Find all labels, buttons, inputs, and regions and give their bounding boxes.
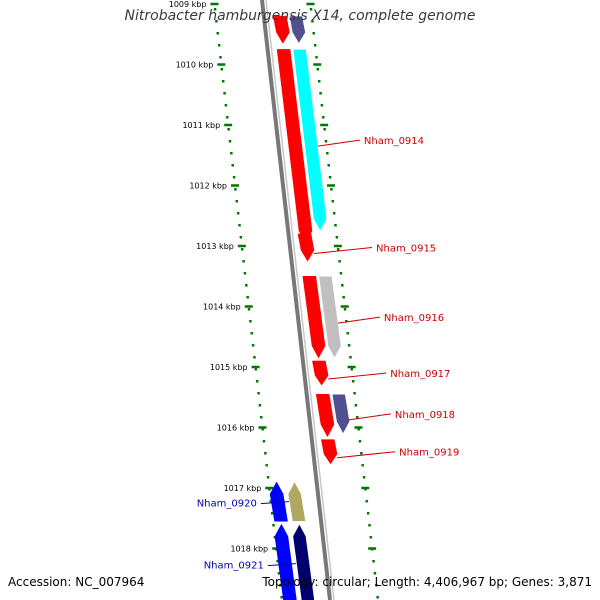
gene-arrow[interactable] <box>302 276 326 359</box>
tick-label: 1009 kbp <box>169 0 207 9</box>
gene-label[interactable]: Nham_0921 <box>204 561 264 572</box>
cds-feature[interactable] <box>287 481 306 522</box>
gene-arrow[interactable] <box>321 439 338 465</box>
cds-feature[interactable] <box>331 393 350 435</box>
genome-summary-label: Topology: circular; Length: 4,406,967 bp… <box>262 575 592 589</box>
gene-arrow[interactable] <box>274 523 297 600</box>
gene-layer <box>269 15 350 600</box>
gene-label[interactable]: Nham_0914 <box>364 136 424 147</box>
gene-label[interactable]: Nham_0915 <box>376 244 436 255</box>
cds-feature[interactable] <box>292 523 315 600</box>
tick-label: 1014 kbp <box>203 303 241 312</box>
gene-label-connector <box>260 501 289 505</box>
gene-label[interactable]: Nham_0919 <box>399 448 459 459</box>
tick-layer: 1009 kbp 1010 kbp 1011 kbp 1012 kbp 1013 kbp… <box>169 0 380 599</box>
gene-label-connector <box>337 316 380 324</box>
gene-label[interactable]: Nham_0920 <box>197 499 257 510</box>
tick-label: 1011 kbp <box>182 121 220 130</box>
cds-feature[interactable] <box>318 276 342 359</box>
gene-arrow[interactable] <box>315 393 335 438</box>
gene-arrow[interactable] <box>269 481 288 522</box>
gene-arrow[interactable] <box>273 15 290 44</box>
gene-label[interactable]: Nham_0917 <box>390 369 450 380</box>
tick-label: 1010 kbp <box>176 61 214 70</box>
tick-label: 1018 kbp <box>230 545 268 554</box>
backbone-line <box>260 0 332 600</box>
gene-label-layer: Nham_0914 Nham_0915 Nham_0916 Nham_0917 Nham… <box>197 136 460 572</box>
gene-label-connector <box>348 413 391 421</box>
gene-label-connector <box>313 247 373 255</box>
tick-label: 1017 kbp <box>224 484 262 493</box>
backbone-shadow <box>265 0 335 600</box>
genome-title: Nitrobacter hamburgensis X14, complete g… <box>124 8 476 24</box>
tick-label: 1016 kbp <box>217 424 255 433</box>
gene-label-connector <box>337 451 396 459</box>
gene-label-connector <box>328 372 387 380</box>
tick-label: 1013 kbp <box>196 242 234 251</box>
gene-label-connector <box>267 563 296 567</box>
tick-label: 1012 kbp <box>189 182 227 191</box>
gene-label-connector <box>317 139 360 147</box>
gene-arrow[interactable] <box>297 233 315 262</box>
gene-label[interactable]: Nham_0916 <box>384 313 444 324</box>
accession-label: Accession: NC_007964 <box>8 575 145 589</box>
gene-label[interactable]: Nham_0918 <box>395 410 455 421</box>
gene-arrow[interactable] <box>312 360 329 386</box>
cds-feature[interactable] <box>292 49 327 232</box>
cds-feature[interactable] <box>289 15 306 44</box>
tick-label: 1015 kbp <box>210 363 248 372</box>
